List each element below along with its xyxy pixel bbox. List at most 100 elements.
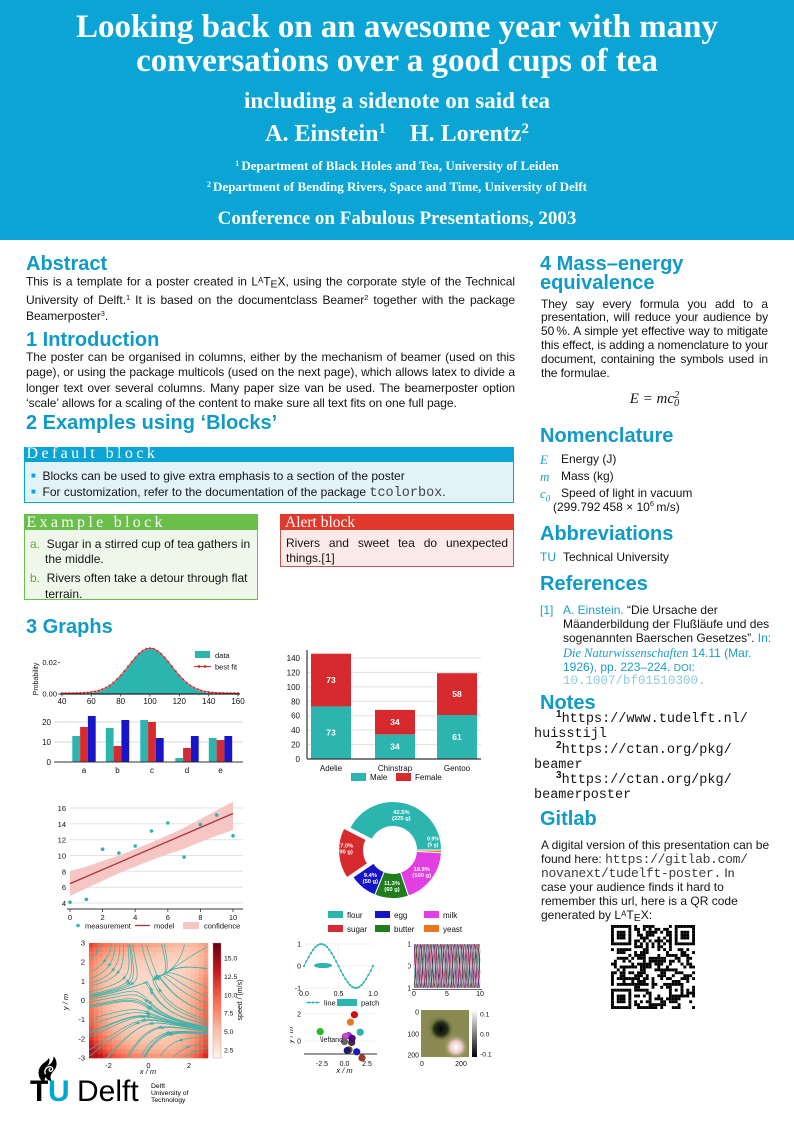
svg-text:1: 1 [81,977,85,986]
svg-text:16: 16 [58,804,66,813]
svg-text:73: 73 [326,728,336,738]
svg-text:-2: -2 [105,1061,112,1070]
svg-text:butter: butter [394,925,415,934]
svg-text:patch: patch [361,999,379,1008]
svg-text:10: 10 [229,913,237,922]
svg-text:speed / (m/s): speed / (m/s) [237,980,244,1021]
svg-text:0: 0 [81,996,85,1005]
svg-text:0: 0 [415,1010,419,1017]
svg-text:Technology: Technology [151,1097,186,1104]
svg-text:milk: milk [443,911,458,920]
svg-text:(225 g): (225 g) [392,816,411,822]
svg-text:6: 6 [166,913,170,922]
svg-text:20: 20 [291,741,300,750]
svg-text:egg: egg [394,911,407,920]
svg-text:0: 0 [408,964,411,971]
svg-text:2.5: 2.5 [362,1061,372,1068]
svg-text:80: 80 [116,697,125,706]
svg-text:34: 34 [390,742,400,752]
svg-text:10.0: 10.0 [224,992,237,999]
svg-text:0.0: 0.0 [480,1032,490,1039]
svg-text:73: 73 [326,675,336,685]
svg-text:160: 160 [231,697,245,706]
svg-text:(100 g): (100 g) [412,873,431,879]
svg-text:(5 g): (5 g) [428,843,439,849]
svg-text:d: d [185,766,189,775]
svg-text:60: 60 [291,712,300,721]
svg-text:1: 1 [297,942,301,949]
svg-text:80: 80 [291,697,300,706]
svg-text:8: 8 [62,867,66,876]
svg-text:(60 g): (60 g) [384,887,400,893]
svg-text:140: 140 [202,697,216,706]
svg-text:200: 200 [408,1053,419,1060]
svg-text:measurement: measurement [85,922,132,931]
svg-text:120: 120 [287,668,301,677]
svg-text:0.0: 0.0 [299,991,309,998]
svg-text:a: a [82,766,87,775]
svg-text:0: 0 [68,913,72,922]
svg-text:sugar: sugar [347,925,367,934]
svg-text:4: 4 [62,899,66,908]
svg-text:Chinstrap: Chinstrap [378,764,413,773]
svg-text:y / m: y / m [290,1027,295,1044]
svg-text:2: 2 [187,1061,191,1070]
svg-text:x / m: x / m [139,1067,156,1076]
svg-text:7.5: 7.5 [224,1011,234,1018]
svg-text:-1: -1 [408,986,411,993]
svg-text:1.0: 1.0 [368,991,378,998]
svg-text:x / m: x / m [335,1066,352,1075]
svg-text:100: 100 [408,1032,419,1039]
svg-text:2: 2 [297,1012,301,1019]
svg-text:10: 10 [476,991,484,998]
svg-text:12.5: 12.5 [224,974,237,981]
svg-text:flour: flour [347,911,363,920]
svg-text:4: 4 [133,913,137,922]
svg-text:e: e [218,766,223,775]
svg-text:Probability: Probability [33,662,40,695]
svg-text:Delft: Delft [77,1075,139,1108]
svg-text:Gentoo: Gentoo [444,764,471,773]
svg-text:6: 6 [62,883,66,892]
svg-text:2.5: 2.5 [224,1048,234,1055]
svg-text:10: 10 [58,852,66,861]
svg-text:200: 200 [455,1061,467,1068]
svg-text:0: 0 [420,1061,424,1068]
svg-text:0: 0 [296,755,301,764]
svg-text:10: 10 [42,738,51,747]
svg-text:9.4%: 9.4% [364,873,377,879]
svg-text:Male: Male [370,773,388,782]
svg-text:0: 0 [297,1039,301,1046]
svg-text:5.0: 5.0 [224,1029,234,1036]
svg-text:18.9%: 18.9% [413,867,429,873]
svg-text:0.00: 0.00 [42,690,57,699]
svg-text:60: 60 [87,697,96,706]
svg-text:14: 14 [58,820,66,829]
svg-text:best fit: best fit [215,663,238,672]
svg-text:0: 0 [146,1061,150,1070]
svg-text:confidence: confidence [204,922,240,931]
svg-text:42.5%: 42.5% [393,810,409,816]
svg-text:8: 8 [198,913,202,922]
svg-text:data: data [215,651,230,660]
svg-text:34: 34 [390,717,400,727]
svg-text:17.0%: 17.0% [337,844,353,850]
svg-text:0: 0 [297,964,301,971]
svg-text:Female: Female [415,773,442,782]
svg-text:University of: University of [151,1090,189,1097]
svg-text:1: 1 [408,942,411,949]
svg-text:120: 120 [173,697,187,706]
svg-text:20: 20 [42,718,51,727]
svg-text:0.1: 0.1 [480,1012,490,1019]
svg-text:0.5: 0.5 [334,991,344,998]
svg-text:-3: -3 [78,1054,85,1063]
svg-text:40: 40 [58,697,67,706]
svg-text:-2: -2 [78,1034,85,1043]
svg-text:12: 12 [58,836,66,845]
svg-text:line: line [324,999,336,1008]
svg-text:0: 0 [47,758,52,767]
svg-text:0.0: 0.0 [340,1061,350,1068]
svg-text:0.9%: 0.9% [427,837,439,843]
svg-text:b: b [115,766,120,775]
svg-text:100: 100 [143,697,157,706]
